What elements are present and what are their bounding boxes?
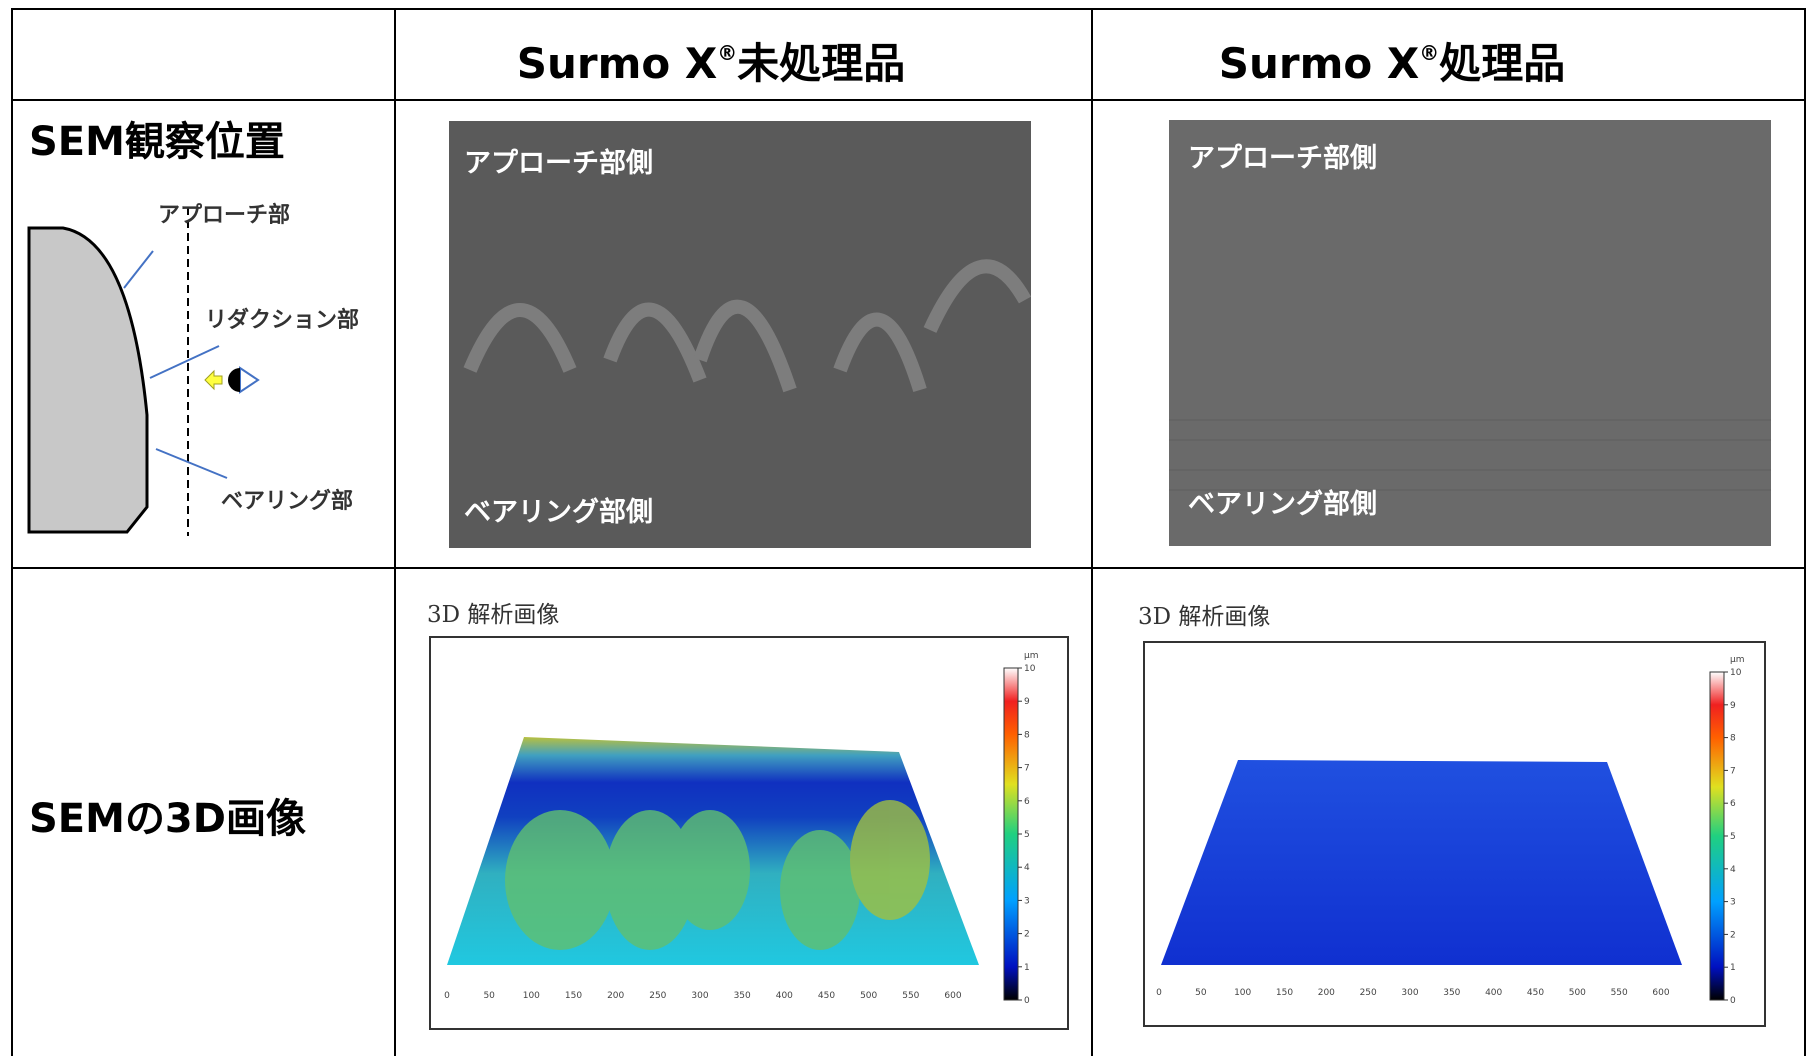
column-header: Surmo X®処理品 xyxy=(1219,39,1566,88)
x-tick-label: 150 xyxy=(1276,988,1293,998)
x-tick-label: 400 xyxy=(1485,988,1502,998)
page: Surmo X®未処理品 Surmo X®処理品 SEM観察位置 SEMの3D画… xyxy=(0,0,1806,1056)
x-tick-label: 350 xyxy=(1443,988,1460,998)
scale-tick-label: 9 xyxy=(1024,697,1030,707)
image-label: ベアリング部側 xyxy=(464,496,653,528)
x-tick-label: 350 xyxy=(734,991,751,1001)
x-tick-label: 500 xyxy=(860,991,877,1001)
scale-unit: μm xyxy=(1024,651,1039,661)
scale-tick-label: 9 xyxy=(1730,701,1736,711)
x-tick-label: 300 xyxy=(1401,988,1418,998)
scale-tick-label: 1 xyxy=(1024,963,1030,973)
position-diagram: アプローチ部 リダクション部 ベアリング部 xyxy=(29,202,359,536)
x-tick-label: 100 xyxy=(1234,988,1251,998)
x-tick-label: 600 xyxy=(944,991,961,1001)
scale-tick-label: 0 xyxy=(1730,996,1736,1006)
x-tick-label: 300 xyxy=(691,991,708,1001)
image-label: アプローチ部側 xyxy=(464,147,653,179)
x-tick-label: 550 xyxy=(1611,988,1628,998)
row-label: SEM観察位置 xyxy=(29,119,285,165)
image-label: アプローチ部側 xyxy=(1188,142,1377,174)
x-tick-label: 250 xyxy=(1360,988,1377,998)
scale-unit: μm xyxy=(1730,655,1745,665)
sem-image: アプローチ部側 ベアリング部側 xyxy=(1169,120,1771,546)
scale-tick-label: 6 xyxy=(1730,799,1736,809)
scale-tick-label: 4 xyxy=(1730,865,1736,875)
scale-tick-label: 0 xyxy=(1024,996,1030,1006)
x-tick-label: 450 xyxy=(818,991,835,1001)
x-tick-label: 150 xyxy=(565,991,582,1001)
scale-tick-label: 5 xyxy=(1024,830,1030,840)
scale-tick-label: 3 xyxy=(1024,896,1030,906)
scale-tick-label: 3 xyxy=(1730,898,1736,908)
x-tick-label: 0 xyxy=(1156,988,1162,998)
x-tick-label: 600 xyxy=(1652,988,1669,998)
scale-tick-label: 8 xyxy=(1730,734,1736,744)
x-tick-label: 400 xyxy=(776,991,793,1001)
image-label: ベアリング部側 xyxy=(1188,488,1377,520)
diagram-label: リダクション部 xyxy=(205,307,359,333)
row-label: SEMの3D画像 xyxy=(29,796,306,842)
scale-tick-label: 2 xyxy=(1024,930,1030,940)
x-tick-label: 100 xyxy=(523,991,540,1001)
scale-tick-label: 1 xyxy=(1730,963,1736,973)
x-tick-label: 50 xyxy=(483,991,495,1001)
color-scale xyxy=(1004,668,1018,1000)
scale-tick-label: 5 xyxy=(1730,832,1736,842)
x-tick-label: 450 xyxy=(1527,988,1544,998)
scale-tick-label: 7 xyxy=(1024,764,1030,774)
diagram-label: アプローチ部 xyxy=(158,202,290,228)
x-tick-label: 500 xyxy=(1569,988,1586,998)
scale-tick-label: 10 xyxy=(1730,668,1742,678)
x-tick-label: 0 xyxy=(444,991,450,1001)
color-scale xyxy=(1710,672,1724,1000)
panel-title: 3D 解析画像 xyxy=(427,602,559,628)
panel-title: 3D 解析画像 xyxy=(1138,604,1270,630)
scale-tick-label: 10 xyxy=(1024,664,1036,674)
x-tick-label: 550 xyxy=(902,991,919,1001)
diagram-label: ベアリング部 xyxy=(221,488,353,514)
column-header: Surmo X®未処理品 xyxy=(517,39,906,88)
sem-image: アプローチ部側 ベアリング部側 xyxy=(449,121,1031,548)
scale-tick-label: 7 xyxy=(1730,766,1736,776)
x-tick-label: 200 xyxy=(607,991,624,1001)
scale-tick-label: 6 xyxy=(1024,797,1030,807)
x-tick-label: 50 xyxy=(1195,988,1207,998)
x-tick-label: 250 xyxy=(649,991,666,1001)
x-tick-label: 200 xyxy=(1318,988,1335,998)
scale-tick-label: 8 xyxy=(1024,730,1030,740)
scale-tick-label: 4 xyxy=(1024,863,1030,873)
scale-tick-label: 2 xyxy=(1730,930,1736,940)
